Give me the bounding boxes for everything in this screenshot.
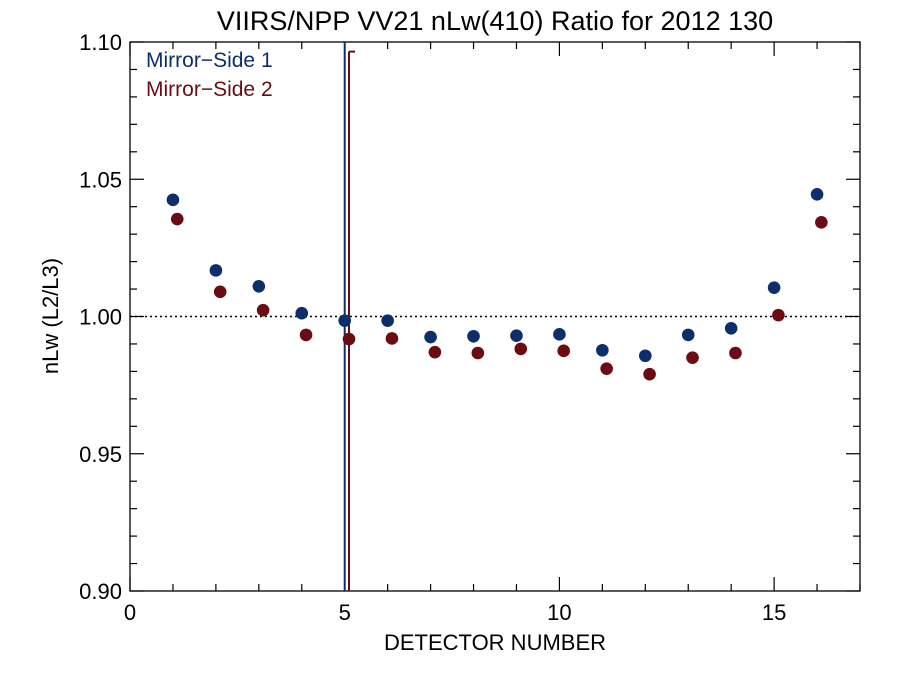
chart-title: VIIRS/NPP VV21 nLw(410) Ratio for 2012 1… — [217, 6, 773, 36]
point-series-2 — [557, 344, 571, 358]
point-series-1 — [553, 328, 566, 341]
point-series-1 — [338, 314, 352, 327]
point-series-2 — [170, 212, 184, 226]
x-tick-label: 10 — [547, 600, 571, 625]
y-tick-label: 1.10 — [79, 30, 122, 55]
y-axis-label: nLw (L2/L3) — [38, 258, 63, 374]
y-tick-label: 0.90 — [79, 579, 122, 604]
y-tick-label: 1.00 — [79, 305, 122, 330]
point-series-2 — [471, 346, 485, 360]
point-series-2 — [256, 303, 270, 317]
point-series-2 — [729, 346, 742, 360]
point-series-1 — [166, 193, 180, 207]
point-series-2 — [514, 342, 528, 356]
point-series-1 — [681, 328, 695, 342]
point-series-2 — [342, 332, 356, 346]
y-axis-ticks: 0.90 0.95 1.00 1.05 1.10 — [79, 30, 860, 604]
data-points — [166, 188, 828, 381]
point-series-1 — [767, 281, 781, 294]
point-series-1 — [596, 343, 609, 357]
point-series-2 — [385, 332, 399, 345]
point-series-1 — [295, 306, 309, 320]
x-axis-label: DETECTOR NUMBER — [384, 630, 606, 655]
point-series-1 — [252, 280, 266, 293]
x-axis-ticks: 0 5 10 15 — [124, 42, 861, 625]
point-series-2 — [213, 285, 227, 299]
point-series-2 — [299, 328, 313, 342]
point-series-1 — [424, 330, 437, 344]
point-series-1 — [810, 188, 824, 201]
point-series-2 — [815, 216, 828, 229]
point-series-1 — [638, 349, 652, 363]
legend-entry-mirror-side-2: Mirror−Side 2 — [146, 78, 273, 101]
point-series-1 — [510, 329, 523, 343]
x-tick-label: 5 — [339, 600, 351, 625]
point-series-1 — [381, 314, 394, 327]
point-series-2 — [643, 367, 656, 381]
point-series-2 — [600, 362, 613, 375]
legend: Mirror−Side 1 Mirror−Side 2 — [146, 49, 273, 101]
point-series-1 — [467, 329, 480, 343]
point-series-1 — [209, 264, 223, 277]
y-tick-label: 0.95 — [79, 442, 122, 467]
x-tick-label: 0 — [124, 600, 136, 625]
x-tick-label: 15 — [762, 600, 786, 625]
point-series-1 — [724, 322, 738, 335]
legend-entry-mirror-side-1: Mirror−Side 1 — [146, 49, 273, 72]
point-series-2 — [428, 345, 442, 359]
point-series-2 — [686, 351, 699, 364]
y-tick-label: 1.05 — [79, 167, 122, 192]
point-series-2 — [772, 308, 785, 322]
